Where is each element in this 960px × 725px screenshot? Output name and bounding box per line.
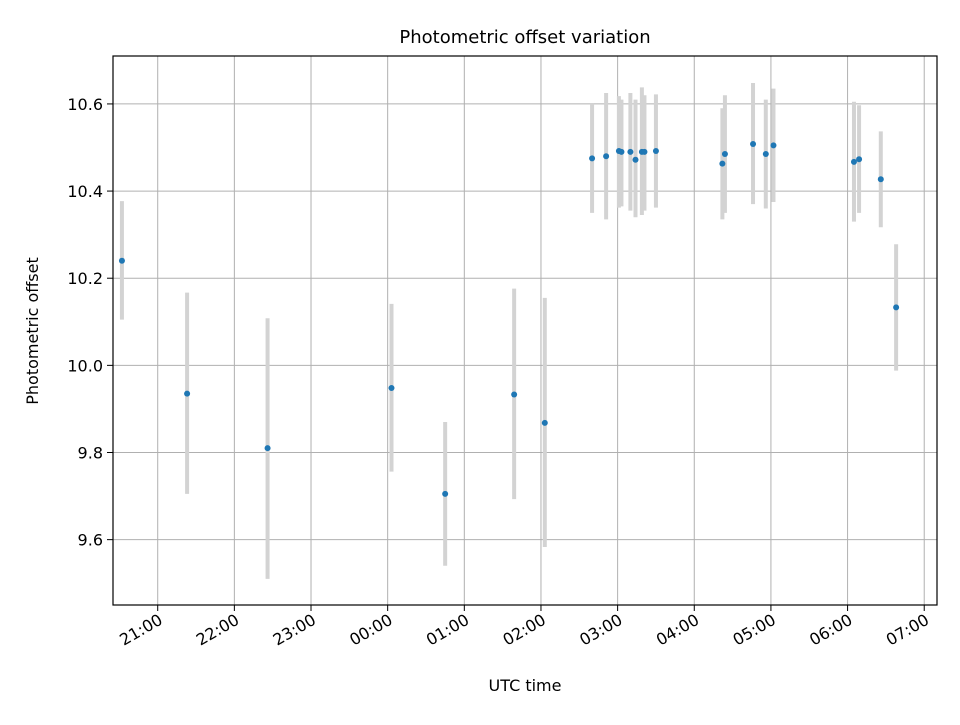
data-point	[856, 156, 863, 163]
data-point	[641, 148, 648, 155]
data-point	[762, 151, 769, 158]
data-point	[877, 176, 884, 183]
data-point	[589, 155, 596, 162]
y-tick-label: 10.2	[67, 269, 103, 288]
data-point	[721, 151, 728, 158]
data-point	[184, 390, 191, 397]
data-point	[388, 385, 395, 392]
y-tick-label: 9.6	[78, 531, 103, 550]
data-point	[618, 148, 625, 155]
data-point	[750, 141, 757, 148]
data-point	[850, 158, 857, 165]
y-axis-title: Photometric offset	[23, 257, 42, 405]
data-point	[264, 445, 271, 452]
data-point	[652, 147, 659, 154]
data-point	[118, 257, 125, 264]
y-tick-label: 9.8	[78, 444, 103, 463]
data-point	[603, 153, 610, 160]
chart-title: Photometric offset variation	[399, 27, 650, 48]
plot-frame	[112, 55, 938, 606]
data-point	[770, 142, 777, 149]
data-point	[442, 490, 449, 497]
y-tick-label: 10.4	[67, 182, 103, 201]
data-point	[719, 160, 726, 167]
y-tick-label: 10.6	[67, 95, 103, 114]
data-point	[541, 419, 548, 426]
grid-layer	[113, 56, 937, 605]
x-axis-title: UTC time	[489, 676, 562, 695]
y-tick-label: 10.0	[67, 356, 103, 375]
data-point	[632, 156, 639, 163]
data-point	[511, 391, 518, 398]
data-point	[627, 148, 634, 155]
data-point	[893, 304, 900, 311]
point-layer	[118, 141, 900, 497]
